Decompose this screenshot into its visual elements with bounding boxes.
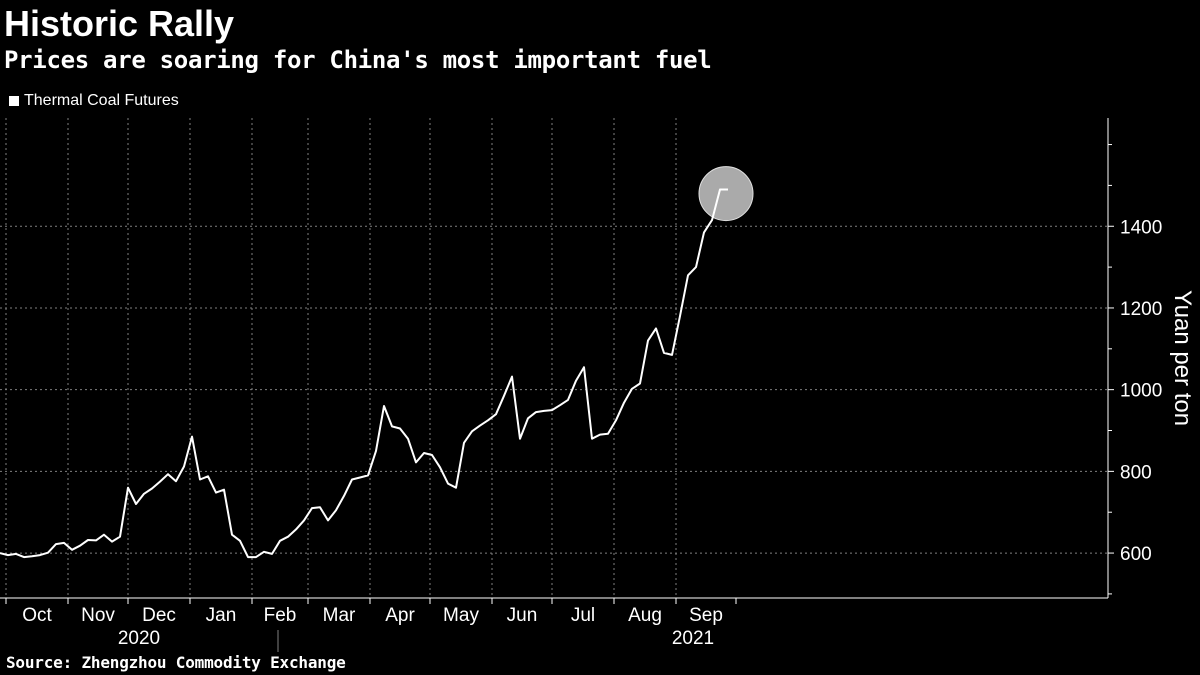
chart-title: Historic Rally — [4, 3, 235, 44]
chart-subtitle: Prices are soaring for China's most impo… — [4, 46, 712, 74]
year-label: 2021 — [672, 628, 714, 649]
horizontal-gridlines — [0, 225, 1108, 554]
x-tick-label: Jun — [507, 605, 538, 626]
x-tick-label: Jul — [571, 605, 595, 626]
y-axis-title: Yuan per ton — [1169, 290, 1196, 426]
legend: Thermal Coal Futures — [9, 90, 179, 112]
axes — [0, 118, 1114, 652]
vertical-gridlines — [5, 118, 677, 598]
axis-labels: 600 800 1000 1200 1400 Oct Nov Dec Jan Feb Mar Apr M… — [22, 217, 1196, 649]
y-tick-label: 1000 — [1120, 381, 1162, 402]
x-tick-label: Feb — [264, 605, 297, 626]
x-tick-label: Sep — [689, 605, 723, 626]
series-line — [0, 188, 728, 559]
x-tick-label: Aug — [628, 605, 662, 626]
year-label: 2020 — [118, 628, 160, 649]
x-tick-label: Apr — [385, 605, 415, 626]
x-tick-label: Nov — [81, 605, 115, 626]
legend-swatch — [9, 96, 19, 106]
x-tick-label: May — [443, 605, 479, 626]
x-tick-label: Jan — [206, 605, 237, 626]
plot-area — [0, 166, 754, 559]
x-tick-label: Dec — [142, 605, 176, 626]
y-tick-label: 600 — [1120, 544, 1152, 565]
x-tick-label: Mar — [323, 605, 356, 626]
source-note: Source: Zhengzhou Commodity Exchange — [6, 653, 346, 672]
y-tick-label: 1200 — [1120, 299, 1162, 320]
legend-label: Thermal Coal Futures — [24, 92, 179, 109]
y-tick-label: 1400 — [1120, 217, 1162, 238]
y-tick-label: 800 — [1120, 462, 1152, 483]
highlight-circle — [698, 166, 754, 222]
x-tick-label: Oct — [22, 605, 52, 626]
